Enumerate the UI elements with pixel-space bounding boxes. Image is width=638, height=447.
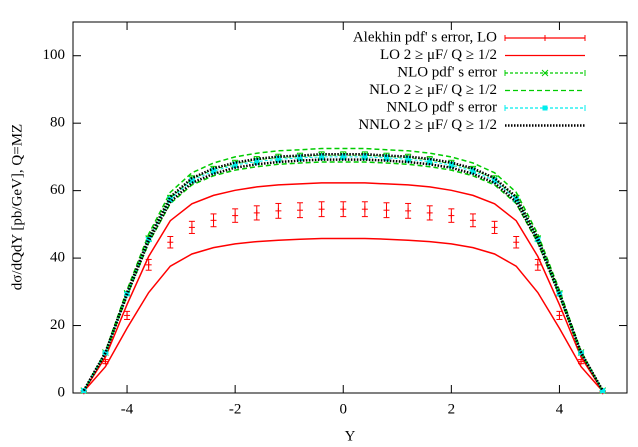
error-bar	[210, 213, 217, 228]
error-bar	[448, 208, 455, 223]
marker	[211, 168, 217, 174]
marker	[427, 159, 433, 165]
legend-label: NLO 2 ≥ μF/ Q ≥ 1/2	[369, 82, 497, 98]
y-tick-label: 60	[50, 182, 65, 198]
marker	[492, 178, 498, 184]
marker	[405, 156, 411, 162]
band-lower-line	[83, 237, 604, 392]
marker	[254, 159, 260, 165]
error-bar	[340, 201, 347, 218]
marker	[541, 69, 549, 77]
x-tick-label: -4	[121, 401, 134, 417]
x-axis-label: Y	[345, 428, 356, 444]
y-tick-label: 100	[43, 47, 66, 63]
error-bar	[599, 388, 606, 394]
error-bar	[469, 213, 476, 228]
marker	[319, 154, 325, 160]
error-bar	[297, 202, 304, 219]
legend-label: NNLO 2 ≥ μF/ Q ≥ 1/2	[358, 117, 497, 133]
error-bar	[383, 202, 390, 219]
legend-label: NLO pdf' s error	[397, 64, 497, 80]
y-tick-label: 20	[50, 317, 65, 333]
error-bar	[491, 177, 498, 184]
error-bar	[491, 220, 498, 234]
x-tick-label: 0	[339, 401, 347, 417]
error-bar	[405, 202, 412, 219]
band-upper-line	[83, 147, 604, 391]
marker	[448, 162, 454, 168]
marker	[513, 196, 519, 202]
y-tick-label: 40	[50, 250, 65, 266]
legend-label: Alekhin pdf' s error, LO	[353, 29, 497, 45]
legend-marker	[542, 35, 548, 41]
marker	[297, 155, 303, 161]
band-upper-line	[82, 152, 604, 392]
series-line	[83, 154, 604, 391]
x-tick-label: 2	[448, 401, 456, 417]
error-bar	[426, 205, 433, 221]
x-tick-label: -2	[229, 401, 242, 417]
error-bar	[80, 388, 87, 394]
error-bar	[361, 201, 368, 218]
legend-label: LO 2 ≥ μF/ Q ≥ 1/2	[380, 47, 497, 63]
error-bar	[318, 201, 325, 218]
legend-marker	[541, 69, 549, 77]
marker	[470, 168, 476, 174]
marker	[383, 155, 389, 161]
error-bar	[167, 236, 174, 249]
band-lower-line	[82, 158, 604, 392]
error-bar	[275, 202, 282, 219]
error-bar	[513, 236, 520, 249]
error-bar	[232, 208, 239, 223]
error-bar	[124, 310, 131, 320]
marker	[189, 178, 195, 184]
marker	[275, 156, 281, 162]
series-line	[83, 156, 604, 391]
legend-marker	[542, 105, 548, 111]
marker	[600, 388, 606, 394]
marker	[340, 154, 346, 160]
y-tick-label: 0	[58, 384, 66, 400]
marker	[362, 154, 368, 160]
x-tick-label: 4	[556, 401, 564, 417]
y-tick-label: 80	[50, 115, 65, 131]
marker	[232, 162, 238, 168]
marker	[81, 388, 87, 394]
error-bar	[556, 310, 563, 320]
y-axis-label: dσ/dQdY [pb/GeV], Q=MZ	[9, 124, 25, 290]
legend-label: NNLO pdf' s error	[386, 99, 497, 115]
error-bar	[188, 220, 195, 234]
error-bar	[253, 205, 260, 221]
plot-frame	[72, 21, 628, 394]
marker	[146, 237, 152, 243]
marker	[542, 105, 548, 111]
band-upper-line	[83, 182, 604, 392]
